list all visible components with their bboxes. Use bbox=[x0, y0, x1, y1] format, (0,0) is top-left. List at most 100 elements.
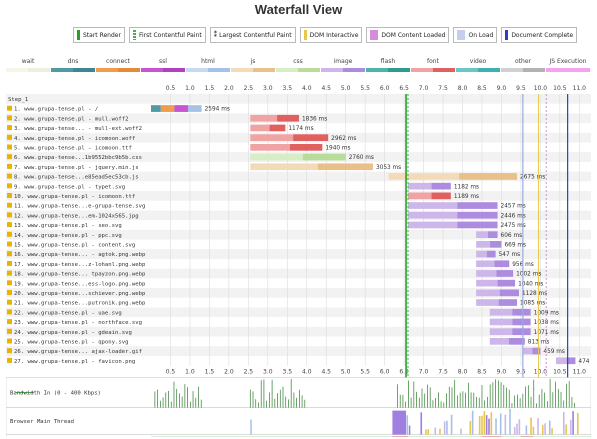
request-label: 23. www.grupa-tense.pl - northface.svg bbox=[14, 320, 142, 326]
request-bar-wait bbox=[250, 144, 290, 151]
lock-icon bbox=[7, 328, 12, 334]
request-label: 8. www.grupa-tense...e85ead5ec53cb.js bbox=[14, 175, 139, 181]
request-bar-download bbox=[289, 144, 323, 151]
milestone-legend-item: Document Complete bbox=[501, 27, 578, 43]
lock-icon bbox=[7, 125, 12, 131]
request-bar-download bbox=[566, 357, 576, 365]
request-label: 7. www.grupa-tense.pl - jquery.min.js bbox=[14, 165, 139, 171]
request-duration: 459 ms bbox=[543, 349, 565, 355]
time-tick-label: 1.0 bbox=[185, 369, 195, 376]
request-bar-download bbox=[509, 338, 525, 345]
request-bar-download bbox=[277, 114, 299, 122]
request-label: 13. www.grupa-tense.pl - seo.svg bbox=[14, 223, 122, 229]
request-bar-download bbox=[293, 134, 329, 141]
request-duration: 606 ms bbox=[501, 233, 523, 239]
request-bar-wait bbox=[476, 241, 491, 248]
time-tick-label: 3.5 bbox=[283, 85, 293, 92]
request-duration: 2760 ms bbox=[349, 155, 374, 161]
time-tick-label: 8.0 bbox=[458, 85, 468, 92]
main-thread-activity bbox=[460, 428, 462, 435]
lock-icon bbox=[7, 183, 12, 189]
request-bar-wait bbox=[489, 318, 513, 326]
time-tick-label: 6.0 bbox=[380, 85, 390, 92]
time-tick-label: 6.5 bbox=[399, 85, 409, 92]
request-label: 5. www.grupa-tense.pl - icomoon.ttf bbox=[14, 146, 132, 152]
lock-icon bbox=[7, 290, 12, 295]
time-tick-label: 5.5 bbox=[360, 369, 370, 376]
time-tick-label: 5.0 bbox=[341, 85, 351, 92]
milestone-legend-item: On Load bbox=[453, 27, 498, 43]
row-background bbox=[6, 171, 591, 182]
request-duration: 2962 ms bbox=[331, 136, 356, 142]
request-bar-download bbox=[302, 153, 346, 161]
time-tick-label: 11.0 bbox=[573, 85, 587, 92]
main-thread-activity bbox=[406, 415, 409, 435]
request-bar-download bbox=[499, 289, 519, 297]
row-background bbox=[6, 307, 591, 318]
request-bar-wait bbox=[476, 270, 497, 277]
request-label: 22. www.grupa-tense.pl - uae.svg bbox=[14, 310, 122, 316]
request-duration: 1189 ms bbox=[454, 194, 479, 200]
request-label: 17. www.grupa-tense...z-lohanl.png.webp bbox=[14, 262, 146, 268]
milestone-swatch-icon bbox=[505, 30, 509, 40]
request-bar-wait bbox=[476, 289, 500, 297]
request-label: 10. www.grupa-tense.pl - icomoon.ttf bbox=[14, 194, 135, 200]
resource-type-video: video bbox=[456, 58, 500, 72]
request-label: 19. www.grupa-tense...ess-logo.png.webp bbox=[14, 281, 146, 287]
request-label: 24. www.grupa-tense.pl - gdeain.svg bbox=[14, 330, 132, 336]
lock-icon bbox=[7, 319, 12, 325]
row-background bbox=[6, 346, 591, 356]
lock-icon bbox=[7, 231, 12, 237]
milestone-legend: Start Render First Contentful Paint ⁑ Large… bbox=[73, 27, 578, 45]
main-thread-activity bbox=[532, 426, 535, 435]
request-label: 20. www.grupa-tense...schiever.png.webp bbox=[14, 291, 146, 297]
request-label: 6. www.grupa-tense...1b9552bbc9b5b.css bbox=[14, 155, 142, 161]
request-duration: 669 ms bbox=[504, 243, 526, 249]
request-bar-wait bbox=[476, 250, 487, 258]
main-thread-activity bbox=[425, 429, 427, 435]
main-thread-activity bbox=[439, 428, 441, 435]
milestone-swatch-icon: ⁑ bbox=[213, 31, 218, 39]
time-tick-label: 9.0 bbox=[497, 369, 507, 376]
time-tick-label: 1.5 bbox=[205, 369, 215, 376]
request-bar-download bbox=[497, 279, 516, 287]
resource-type-ssl: ssl bbox=[141, 58, 185, 72]
request-bar-download bbox=[178, 105, 202, 112]
main-thread-activity bbox=[548, 420, 551, 435]
row-background bbox=[6, 288, 591, 298]
connection-segment bbox=[174, 105, 188, 112]
request-duration: 1174 ms bbox=[288, 126, 313, 132]
main-thread-activity bbox=[544, 423, 546, 435]
request-label: 9. www.grupa-tense.pl - typet.svg bbox=[14, 184, 125, 190]
main-thread-activity bbox=[478, 416, 481, 435]
connection-segment bbox=[151, 105, 161, 112]
time-tick-label: 9.0 bbox=[497, 85, 507, 92]
resource-type-html: html bbox=[186, 58, 230, 72]
request-duration: 547 ms bbox=[499, 252, 521, 258]
bottom-row-label: Bandwidth In (0 - 400 Kbps) bbox=[10, 391, 101, 397]
main-thread-activity bbox=[518, 419, 521, 435]
request-bar-wait bbox=[407, 211, 458, 219]
row-background bbox=[6, 229, 591, 240]
main-thread-activity bbox=[420, 412, 423, 435]
main-thread-activity bbox=[537, 418, 539, 435]
request-duration: 2475 ms bbox=[501, 223, 526, 229]
time-tick-label: 3.0 bbox=[263, 85, 273, 92]
connection-segment bbox=[160, 105, 175, 112]
request-bar-wait bbox=[250, 124, 270, 132]
milestone-swatch-icon bbox=[132, 30, 136, 40]
lock-icon bbox=[7, 173, 12, 179]
request-bar-download bbox=[457, 211, 498, 219]
request-duration: 1836 ms bbox=[302, 116, 327, 122]
lock-icon bbox=[7, 260, 12, 266]
main-thread-activity bbox=[495, 418, 497, 435]
request-label: 25. www.grupa-tense.pl - qpony.svg bbox=[14, 340, 129, 346]
lock-icon bbox=[7, 105, 12, 111]
time-tick-label: 1.0 bbox=[185, 85, 195, 92]
milestone-swatch-icon bbox=[370, 30, 379, 40]
time-tick-label: 4.5 bbox=[321, 85, 331, 92]
resource-type-wait: wait bbox=[6, 58, 50, 72]
request-bar-download bbox=[431, 182, 451, 190]
request-bar-wait bbox=[476, 299, 499, 306]
lock-icon bbox=[7, 309, 12, 315]
